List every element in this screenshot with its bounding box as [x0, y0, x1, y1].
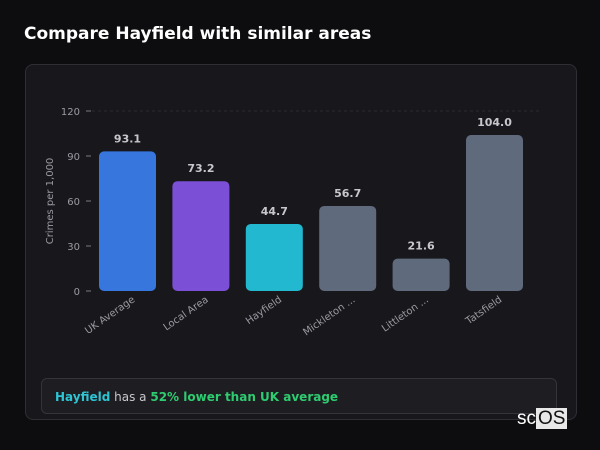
area-name: Hayfield: [55, 390, 111, 404]
data-label: 73.2: [187, 162, 214, 175]
y-tick-label: 0: [74, 287, 80, 298]
x-tick-label: Hayfield: [244, 294, 284, 327]
y-tick-label: 90: [67, 152, 80, 163]
y-tick-label: 60: [67, 197, 80, 208]
bar: [319, 205, 377, 291]
bar: [245, 223, 303, 291]
data-label: 93.1: [114, 132, 141, 145]
data-label: 44.7: [261, 205, 288, 218]
bar: [466, 135, 523, 291]
y-tick-label: 30: [67, 242, 80, 253]
x-tick-label: Local Area: [162, 294, 211, 333]
y-tick-label: 120: [61, 107, 80, 118]
note-text: has a: [110, 390, 151, 404]
data-label: 56.7: [334, 187, 361, 200]
comparison-highlight: 52% lower than UK average: [150, 390, 339, 404]
bar: [99, 151, 156, 291]
logo: sc OS: [517, 408, 568, 429]
x-tick-label: Mickleton ...: [301, 294, 357, 338]
page-title: Compare Hayfield with similar areas: [24, 24, 372, 44]
data-label: 21.6: [408, 240, 435, 253]
bar: [172, 181, 230, 291]
y-axis-label: Crimes per 1,000: [45, 158, 56, 245]
bar: [392, 258, 450, 291]
x-tick-label: Littleton ...: [380, 294, 431, 334]
x-tick-label: UK Average: [83, 294, 137, 336]
comparison-note: Hayfield has a 52% lower than UK average: [41, 378, 557, 414]
data-label: 104.0: [477, 116, 512, 129]
x-tick-label: Tatsfield: [463, 294, 504, 327]
